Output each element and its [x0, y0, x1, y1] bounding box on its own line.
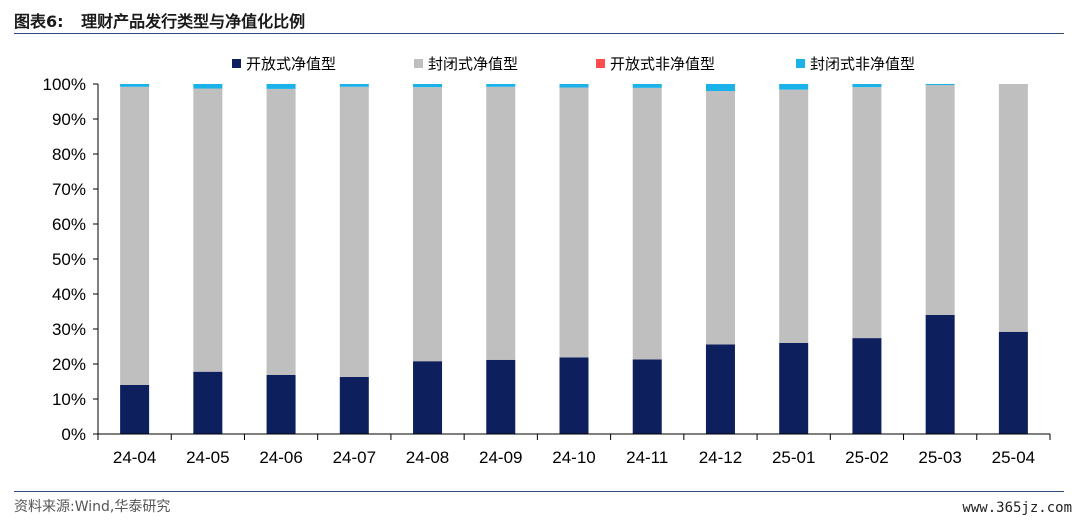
source-note: 资料来源:Wind,华泰研究 — [14, 499, 171, 515]
bottom-rule — [14, 491, 1064, 492]
figure-title: 理财产品发行类型与净值化比例 — [81, 12, 306, 31]
y-tick-label: 60% — [52, 215, 86, 234]
bar-segment-series-2 — [998, 84, 1028, 332]
y-tick-label: 70% — [52, 180, 86, 199]
x-tick-label: 24-04 — [113, 448, 156, 467]
x-tick-label: 24-10 — [552, 448, 595, 467]
x-tick-label: 25-03 — [918, 448, 961, 467]
bar-segment-series-2 — [413, 87, 443, 362]
bar-segment-series-1 — [632, 359, 662, 434]
x-tick-label: 24-08 — [406, 448, 449, 467]
x-tick-label: 24-07 — [333, 448, 376, 467]
bar-segment-series-1 — [925, 315, 955, 434]
bar-segment-series-2 — [779, 89, 809, 343]
legend-swatch-series-2 — [414, 59, 423, 68]
bars — [120, 84, 1028, 434]
x-tick-label: 25-02 — [845, 448, 888, 467]
bar-segment-series-2 — [632, 87, 662, 360]
bar-segment-series-4 — [193, 84, 223, 89]
bar-segment-series-1 — [266, 374, 296, 434]
bar-segment-series-1 — [193, 371, 223, 434]
y-axis: 0% 10% 20% 30% 40% 50% 60% 70% 80% 90% 100% — [43, 75, 99, 444]
x-tick-label: 25-01 — [772, 448, 815, 467]
y-tick-label: 40% — [52, 285, 86, 304]
legend-label-series-3: 开放式非净值型 — [610, 55, 715, 73]
y-tick-label: 10% — [52, 390, 86, 409]
bar-segment-series-2 — [120, 86, 150, 386]
bar-segment-series-1 — [998, 331, 1028, 434]
bar-segment-series-4 — [632, 84, 662, 88]
x-axis: 24-04 24-05 24-06 24-07 24-08 24-09 24-10 24-11… — [97, 433, 1051, 467]
bar-segment-series-1 — [559, 357, 589, 434]
bar-segment-series-4 — [266, 84, 296, 89]
x-tick-label: 25-04 — [992, 448, 1035, 467]
y-tick-label: 20% — [52, 355, 86, 374]
legend-swatch-series-4 — [796, 59, 805, 68]
y-tick-label: 80% — [52, 145, 86, 164]
legend-label-series-4: 封闭式非净值型 — [810, 55, 915, 73]
top-rule — [14, 33, 1064, 34]
bar-segment-series-1 — [779, 343, 809, 434]
x-tick-label: 24-11 — [626, 448, 668, 467]
bar-segment-series-1 — [339, 376, 369, 434]
figure-header: 图表6: 理财产品发行类型与净值化比例 — [14, 8, 1064, 32]
bar-segment-series-4 — [852, 84, 882, 88]
bar-segment-series-4 — [779, 84, 809, 90]
legend-label-series-2: 封闭式净值型 — [428, 55, 518, 73]
legend-swatch-series-3 — [596, 59, 605, 68]
bar-segment-series-2 — [339, 86, 369, 377]
y-tick-label: 90% — [52, 110, 86, 129]
x-tick-label: 24-05 — [186, 448, 229, 467]
bar-segment-series-2 — [486, 86, 516, 360]
bar-segment-series-1 — [486, 359, 516, 434]
bar-segment-series-2 — [559, 87, 589, 358]
x-tick-label: 24-06 — [259, 448, 302, 467]
bar-segment-series-2 — [266, 88, 296, 375]
y-tick-label: 100% — [43, 75, 86, 94]
y-tick-label: 50% — [52, 250, 86, 269]
x-tick-label: 24-12 — [699, 448, 742, 467]
y-tick-label: 30% — [52, 320, 86, 339]
bar-segment-series-2 — [925, 85, 955, 315]
figure-label: 图表6: — [14, 12, 64, 31]
legend-label-series-1: 开放式净值型 — [246, 55, 336, 73]
watermark: www.365jz.com — [962, 500, 1072, 516]
bar-segment-series-4 — [486, 84, 516, 87]
bar-segment-series-4 — [413, 84, 443, 88]
bar-segment-series-4 — [120, 84, 150, 87]
bar-segment-series-1 — [705, 344, 735, 434]
bar-segment-series-2 — [705, 91, 735, 345]
legend: 开放式净值型 封闭式净值型 开放式非净值型 封闭式非净值型 — [232, 55, 915, 73]
bar-segment-series-1 — [413, 361, 443, 434]
bar-segment-series-4 — [339, 84, 369, 87]
bar-segment-series-4 — [559, 84, 589, 88]
bar-segment-series-4 — [925, 84, 955, 86]
bar-segment-series-1 — [120, 385, 150, 434]
legend-swatch-series-1 — [232, 59, 241, 68]
y-tick-label: 0% — [61, 425, 86, 444]
stacked-bar-chart: 开放式净值型 封闭式净值型 开放式非净值型 封闭式非净值型 0% 10% 20% 30% 40… — [43, 55, 1051, 467]
x-tick-label: 24-09 — [479, 448, 522, 467]
bar-segment-series-2 — [852, 87, 882, 339]
bar-segment-series-4 — [705, 84, 735, 91]
bar-segment-series-2 — [193, 88, 223, 372]
bar-segment-series-1 — [852, 338, 882, 434]
